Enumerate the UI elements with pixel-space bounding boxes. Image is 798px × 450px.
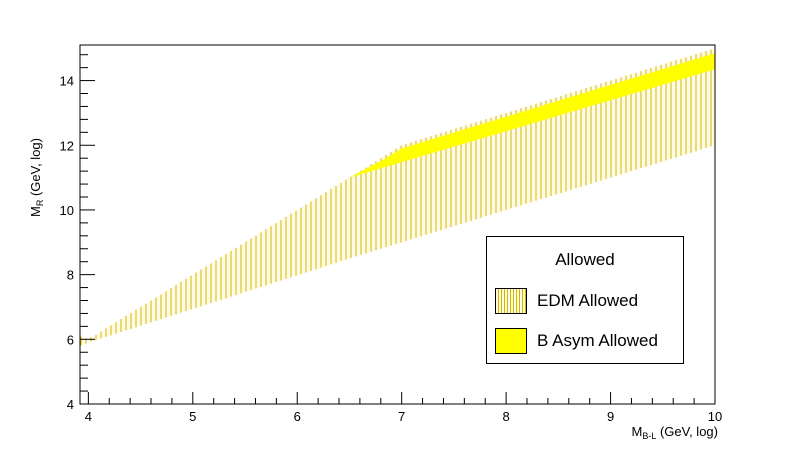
y-tick-label: 6 [67, 332, 74, 347]
y-tick-label: 12 [60, 138, 74, 153]
y-tick-label: 4 [67, 397, 74, 412]
y-tick-label: 8 [67, 268, 74, 283]
axes: 4 5 6 7 8 9 10 4 6 8 10 12 14 [60, 54, 722, 424]
x-tick-label: 5 [189, 409, 196, 424]
y-tick-label: 10 [60, 203, 74, 218]
legend-label-basym: B Asym Allowed [537, 331, 658, 350]
plot-frame [79, 44, 716, 405]
legend-label-edm: EDM Allowed [537, 291, 639, 310]
x-tick-label: 8 [503, 409, 510, 424]
legend-item-edm: EDM Allowed [495, 287, 638, 315]
x-tick-label: 4 [85, 409, 92, 424]
y-axis-label: MR (GeV, log) [28, 138, 45, 217]
x-tick-label: 6 [294, 409, 301, 424]
basym-band [349, 53, 715, 178]
legend: Allowed EDM Allowed B Asym Allowed [486, 236, 684, 364]
series-fills [80, 48, 715, 346]
legend-swatch-hatched [495, 288, 527, 314]
x-axis-label: MB-L (GeV, log) [631, 424, 718, 441]
y-tick-label: 14 [60, 74, 74, 89]
x-tick-label: 10 [708, 409, 722, 424]
legend-title: Allowed [555, 250, 615, 269]
legend-item-basym: B Asym Allowed [495, 327, 658, 355]
legend-swatch-solid [495, 328, 527, 354]
x-tick-label: 9 [607, 409, 614, 424]
x-tick-label: 7 [398, 409, 405, 424]
